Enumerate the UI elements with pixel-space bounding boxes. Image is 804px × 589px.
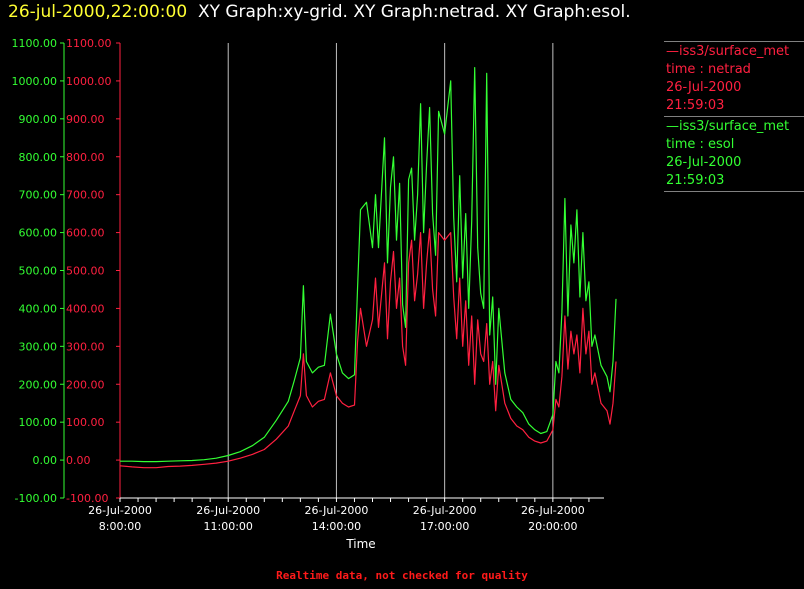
chart-title: 26-jul-2000,22:00:00 XY Graph:xy-grid. X… xyxy=(8,2,631,22)
y-tick-label-netrad: 100.00 xyxy=(66,416,105,429)
y-tick-label-esol: 1100.00 xyxy=(12,37,58,50)
y-tick-label-esol: 400.00 xyxy=(19,302,58,315)
x-tick-label-date: 26-Jul-2000 xyxy=(88,504,152,517)
y-tick-label-netrad: 200.00 xyxy=(66,378,105,391)
title-graph-list: XY Graph:xy-grid. XY Graph:netrad. XY Gr… xyxy=(197,2,631,22)
x-tick-label-date: 26-Jul-2000 xyxy=(413,504,477,517)
legend-date: 26-Jul-2000 xyxy=(666,155,742,170)
legend-label: time : esol xyxy=(666,137,735,152)
y-tick-label-esol: 900.00 xyxy=(19,113,58,126)
y-tick-label-esol: 200.00 xyxy=(19,378,58,391)
legend-date: 26-Jul-2000 xyxy=(666,80,742,95)
y-tick-label-netrad: 1000.00 xyxy=(66,75,112,88)
legend-entry-netrad: —iss3/surface_met time : netrad 26-Jul-2… xyxy=(664,41,804,116)
legend-time: 21:59:03 xyxy=(666,173,725,188)
y-tick-label-esol: -100.00 xyxy=(15,492,57,505)
x-tick-label-date: 26-Jul-2000 xyxy=(521,504,585,517)
y-tick-label-netrad: 700.00 xyxy=(66,189,105,202)
series-line-netrad xyxy=(119,228,617,469)
y-tick-label-esol: 100.00 xyxy=(19,416,58,429)
y-tick-label-esol: 500.00 xyxy=(19,265,58,278)
y-tick-label-netrad: 900.00 xyxy=(66,113,105,126)
y-tick-label-netrad: 800.00 xyxy=(66,151,105,164)
y-tick-label-esol: 1000.00 xyxy=(12,75,58,88)
y-tick-label-esol: 700.00 xyxy=(19,189,58,202)
legend-time: 21:59:03 xyxy=(666,98,725,113)
legend-source: —iss3/surface_met xyxy=(666,119,790,134)
x-tick-label-time: 11:00:00 xyxy=(204,520,253,533)
title-datetime: 26-jul-2000,22:00:00 xyxy=(8,2,188,22)
legend: —iss3/surface_met time : netrad 26-Jul-2… xyxy=(664,41,804,192)
x-tick-label-time: 20:00:00 xyxy=(528,520,577,533)
y-tick-label-netrad: 1100.00 xyxy=(66,37,112,50)
x-tick-label-date: 26-Jul-2000 xyxy=(305,504,369,517)
y-tick-label-netrad: 400.00 xyxy=(66,302,105,315)
y-tick-label-netrad: -100.00 xyxy=(66,492,108,505)
y-tick-label-netrad: 600.00 xyxy=(66,227,105,240)
x-axis-label: Time xyxy=(345,537,375,551)
y-tick-label-esol: 0.00 xyxy=(33,454,58,467)
y-tick-label-netrad: 500.00 xyxy=(66,265,105,278)
y-tick-label-esol: 800.00 xyxy=(19,151,58,164)
legend-entry-esol: —iss3/surface_met time : esol 26-Jul-200… xyxy=(664,116,804,192)
x-tick-label-time: 8:00:00 xyxy=(99,520,141,533)
legend-label: time : netrad xyxy=(666,62,751,77)
legend-source: —iss3/surface_met xyxy=(666,44,790,59)
y-tick-label-netrad: 0.00 xyxy=(66,454,91,467)
x-tick-label-time: 17:00:00 xyxy=(420,520,469,533)
y-tick-label-netrad: 300.00 xyxy=(66,340,105,353)
y-tick-label-esol: 600.00 xyxy=(19,227,58,240)
x-tick-label-time: 14:00:00 xyxy=(312,520,361,533)
quality-notice: Realtime data, not checked for quality xyxy=(276,569,528,582)
series-line-esol xyxy=(120,66,617,463)
x-tick-label-date: 26-Jul-2000 xyxy=(196,504,260,517)
y-tick-label-esol: 300.00 xyxy=(19,340,58,353)
